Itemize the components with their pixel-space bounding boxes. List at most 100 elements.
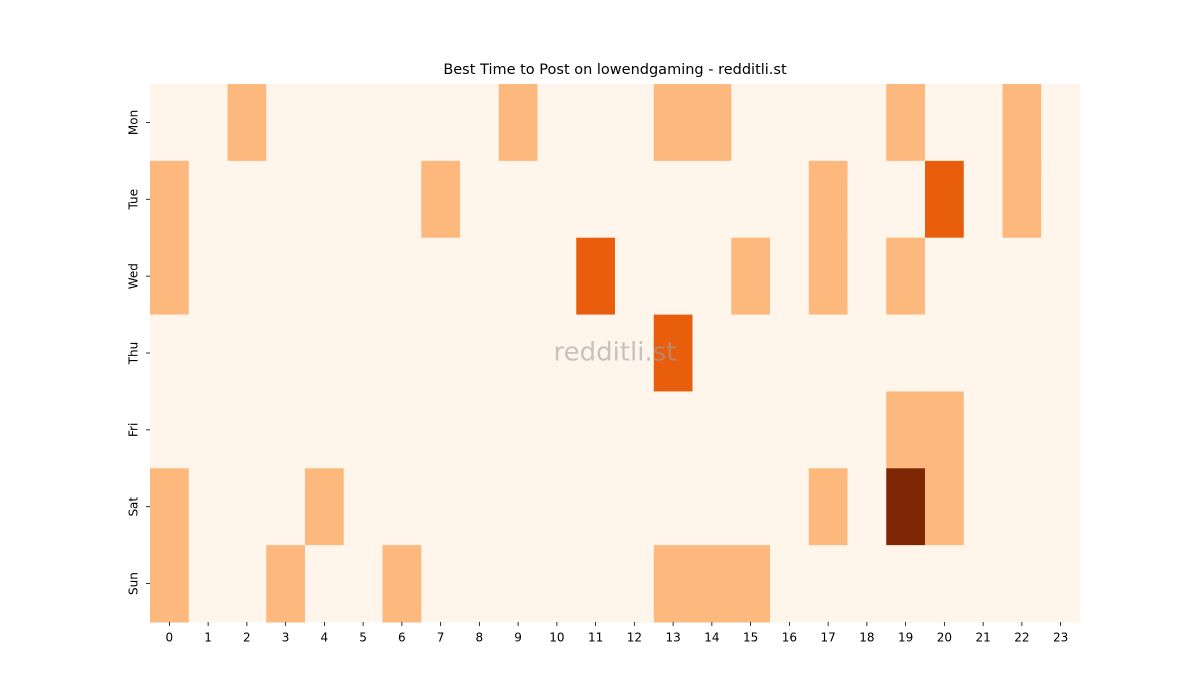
heatmap-cell [227, 84, 267, 162]
x-tick-label: 19 [898, 631, 913, 645]
heatmap-cell [1041, 545, 1081, 623]
heatmap-cell [963, 545, 1003, 623]
heatmap-cell [266, 237, 306, 316]
x-tick-label: 4 [321, 631, 329, 645]
heatmap-cell [343, 545, 383, 623]
heatmap-cell [576, 237, 616, 316]
x-tick-label: 22 [1014, 631, 1029, 645]
heatmap-cell [576, 84, 616, 162]
heatmap-cell [537, 84, 577, 162]
heatmap-cell [808, 314, 848, 392]
heatmap-cell [847, 391, 887, 469]
heatmap-cell [266, 160, 306, 239]
x-tick-label: 1 [204, 631, 212, 645]
heatmap-cell [537, 391, 577, 469]
heatmap-cell [498, 237, 538, 316]
heatmap-cell [421, 468, 461, 546]
heatmap-cell [382, 237, 422, 316]
heatmap-cell [537, 314, 577, 392]
heatmap-cell [653, 468, 693, 546]
heatmap-cell [421, 237, 461, 316]
heatmap-cell [886, 545, 926, 623]
heatmap-cell [1002, 391, 1042, 469]
watermark: redditli.st [554, 338, 677, 368]
heatmap-cell [188, 84, 228, 162]
heatmap-cell [731, 160, 771, 239]
heatmap-cell [227, 468, 267, 546]
heatmap-cell [576, 160, 616, 239]
heatmap-cell [305, 468, 345, 546]
heatmap-cell [1041, 237, 1081, 316]
heatmap-cell [266, 314, 306, 392]
x-tick-label: 5 [359, 631, 367, 645]
heatmap-cell [653, 314, 693, 392]
heatmap-cell [770, 545, 810, 623]
heatmap-cell [382, 468, 422, 546]
heatmap-cell [460, 468, 500, 546]
x-tick-label: 13 [665, 631, 680, 645]
heatmap-cell [498, 160, 538, 239]
heatmap-cell [692, 160, 732, 239]
x-tick-label: 0 [166, 631, 174, 645]
heatmap-cell [266, 84, 306, 162]
heatmap-cell [188, 468, 228, 546]
y-tick-label: Fri [127, 423, 141, 437]
heatmap-cell [963, 314, 1003, 392]
heatmap-cell [653, 84, 693, 162]
heatmap-cell [227, 391, 267, 469]
heatmap-cell [692, 314, 732, 392]
heatmap-cell [537, 468, 577, 546]
heatmap-cell [421, 84, 461, 162]
heatmap-cell [731, 545, 771, 623]
heatmap-cell [537, 237, 577, 316]
heatmap-cell [615, 468, 655, 546]
heatmap-cell [731, 314, 771, 392]
heatmap-cell [1041, 314, 1081, 392]
heatmap-cell [421, 391, 461, 469]
heatmap-cell [1002, 160, 1042, 239]
chart-title: Best Time to Post on lowendgaming - redd… [443, 62, 787, 78]
x-tick-label: 15 [743, 631, 758, 645]
heatmap-cell [498, 391, 538, 469]
heatmap-cell [576, 545, 616, 623]
heatmap-cell [537, 545, 577, 623]
heatmap-cell [1041, 84, 1081, 162]
x-tick-label: 9 [514, 631, 522, 645]
heatmap-cell [460, 84, 500, 162]
heatmap-cell [653, 391, 693, 469]
x-tick-label: 21 [975, 631, 990, 645]
heatmap-cell [150, 545, 190, 623]
heatmap-cell [963, 391, 1003, 469]
heatmap-cell [925, 84, 965, 162]
heatmap-cell [886, 160, 926, 239]
heatmap-cell [150, 391, 190, 469]
heatmap-cell [343, 84, 383, 162]
x-tick-label: 2 [243, 631, 251, 645]
heatmap-cell [460, 160, 500, 239]
x-tick-label: 23 [1053, 631, 1068, 645]
x-tick-label: 16 [782, 631, 797, 645]
heatmap-cell [460, 545, 500, 623]
heatmap-cell [963, 237, 1003, 316]
x-tick-label: 20 [937, 631, 952, 645]
x-tick-label: 6 [398, 631, 406, 645]
heatmap-cell [770, 160, 810, 239]
heatmap-cell [576, 391, 616, 469]
heatmap-cell [963, 160, 1003, 239]
heatmap-cell [150, 314, 190, 392]
heatmap-cell [808, 545, 848, 623]
heatmap-cell [731, 391, 771, 469]
heatmap-cell [188, 237, 228, 316]
heatmap-cell [770, 314, 810, 392]
heatmap-cell [227, 314, 267, 392]
heatmap-cell [770, 84, 810, 162]
heatmap-cell [343, 391, 383, 469]
heatmap-cell [305, 160, 345, 239]
heatmap-cell [847, 160, 887, 239]
heatmap-cell [770, 468, 810, 546]
heatmap-cell [498, 84, 538, 162]
heatmap-cell [343, 314, 383, 392]
heatmap-cell [227, 237, 267, 316]
heatmap-cell [188, 314, 228, 392]
